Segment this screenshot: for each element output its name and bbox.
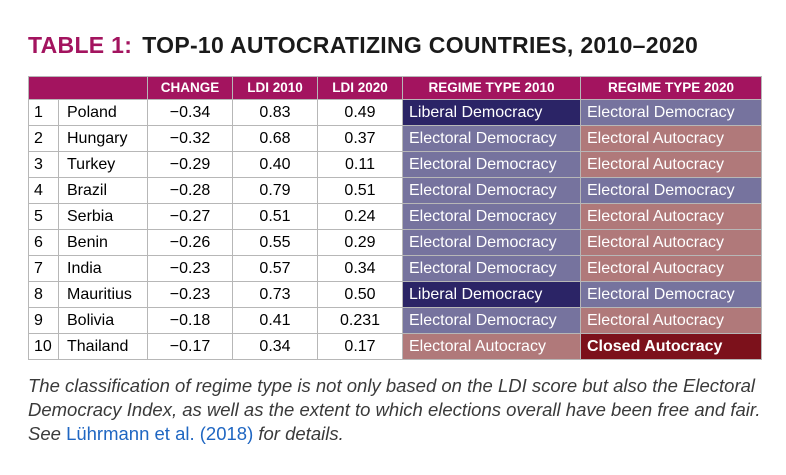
country-cell: Brazil (58, 177, 148, 204)
ldi-2020-cell: 0.231 (317, 307, 403, 334)
header-country (28, 76, 148, 100)
ldi-2010-cell: 0.41 (232, 307, 318, 334)
table-row: 10 Thailand −0.17 0.34 0.17 Electoral Autocra… (28, 333, 762, 360)
ldi-2020-cell: 0.34 (317, 255, 403, 282)
ldi-2020-cell: 0.29 (317, 229, 403, 256)
rank-cell: 4 (28, 177, 59, 204)
change-cell: −0.34 (147, 99, 233, 126)
regime-2020-cell: Electoral Autocracy (580, 125, 762, 152)
rank-cell: 6 (28, 229, 59, 256)
table-row: 1 Poland −0.34 0.83 0.49 Liberal Democracy Ele… (28, 99, 762, 126)
table-title: TABLE 1: TOP-10 AUTOCRATIZING COUNTRIES, … (28, 28, 698, 62)
rank-cell: 2 (28, 125, 59, 152)
country-cell: Serbia (58, 203, 148, 230)
country-cell: Benin (58, 229, 148, 256)
change-cell: −0.23 (147, 281, 233, 308)
change-cell: −0.29 (147, 151, 233, 178)
regime-2010-cell: Electoral Democracy (402, 255, 581, 282)
ldi-2010-cell: 0.34 (232, 333, 318, 360)
country-cell: Thailand (58, 333, 148, 360)
regime-2010-cell: Electoral Democracy (402, 203, 581, 230)
change-cell: −0.17 (147, 333, 233, 360)
regime-2020-cell: Electoral Autocracy (580, 307, 762, 334)
table-row: 5 Serbia −0.27 0.51 0.24 Electoral Democracy E… (28, 203, 762, 230)
header-row: CHANGE LDI 2010 LDI 2020 REGIME TYPE 201… (28, 76, 762, 100)
table-row: 3 Turkey −0.29 0.40 0.11 Electoral Democracy E… (28, 151, 762, 178)
table-caption: The classification of regime type is not… (28, 374, 768, 446)
change-cell: −0.18 (147, 307, 233, 334)
caption-end: for details. (253, 423, 344, 444)
table-row: 2 Hungary −0.32 0.68 0.37 Electoral Democracy… (28, 125, 762, 152)
ldi-2010-cell: 0.79 (232, 177, 318, 204)
regime-2020-cell: Electoral Autocracy (580, 255, 762, 282)
ldi-2020-cell: 0.50 (317, 281, 403, 308)
rank-cell: 5 (28, 203, 59, 230)
header-regime-2020: REGIME TYPE 2020 (580, 76, 762, 100)
ldi-2020-cell: 0.11 (317, 151, 403, 178)
ldi-2010-cell: 0.51 (232, 203, 318, 230)
regime-2010-cell: Electoral Democracy (402, 307, 581, 334)
ldi-2010-cell: 0.55 (232, 229, 318, 256)
regime-2010-cell: Electoral Democracy (402, 177, 581, 204)
rank-cell: 7 (28, 255, 59, 282)
change-cell: −0.27 (147, 203, 233, 230)
table-number-label: TABLE 1: (28, 32, 133, 58)
ldi-2010-cell: 0.83 (232, 99, 318, 126)
regime-2020-cell: Electoral Democracy (580, 177, 762, 204)
regime-2020-cell: Electoral Autocracy (580, 203, 762, 230)
regime-2020-cell: Closed Autocracy (580, 333, 762, 360)
ldi-2020-cell: 0.37 (317, 125, 403, 152)
caption-text: The classification of regime type is not… (28, 375, 761, 444)
header-ldi-2020: LDI 2020 (317, 76, 403, 100)
regime-2010-cell: Electoral Democracy (402, 125, 581, 152)
ldi-2020-cell: 0.51 (317, 177, 403, 204)
table-row: 6 Benin −0.26 0.55 0.29 Electoral Democracy El… (28, 229, 762, 256)
country-cell: Poland (58, 99, 148, 126)
ldi-2020-cell: 0.24 (317, 203, 403, 230)
regime-2020-cell: Electoral Autocracy (580, 229, 762, 256)
ldi-2010-cell: 0.73 (232, 281, 318, 308)
regime-2010-cell: Electoral Autocracy (402, 333, 581, 360)
change-cell: −0.28 (147, 177, 233, 204)
regime-2020-cell: Electoral Autocracy (580, 151, 762, 178)
ldi-2020-cell: 0.17 (317, 333, 403, 360)
change-cell: −0.32 (147, 125, 233, 152)
ldi-2010-cell: 0.68 (232, 125, 318, 152)
country-cell: Turkey (58, 151, 148, 178)
change-cell: −0.23 (147, 255, 233, 282)
table-row: 4 Brazil −0.28 0.79 0.51 Electoral Democracy E… (28, 177, 762, 204)
table-row: 7 India −0.23 0.57 0.34 Electoral Democracy El… (28, 255, 762, 282)
ldi-2020-cell: 0.49 (317, 99, 403, 126)
country-cell: Mauritius (58, 281, 148, 308)
header-change: CHANGE (147, 76, 233, 100)
rank-cell: 1 (28, 99, 59, 126)
table-row: 8 Mauritius −0.23 0.73 0.50 Liberal Democracy… (28, 281, 762, 308)
regime-2010-cell: Electoral Democracy (402, 151, 581, 178)
regime-2020-cell: Electoral Democracy (580, 281, 762, 308)
regime-2020-cell: Electoral Democracy (580, 99, 762, 126)
country-cell: Bolivia (58, 307, 148, 334)
autocratizing-countries-table: CHANGE LDI 2010 LDI 2020 REGIME TYPE 201… (28, 76, 762, 360)
rank-cell: 10 (28, 333, 59, 360)
rank-cell: 9 (28, 307, 59, 334)
ldi-2010-cell: 0.57 (232, 255, 318, 282)
regime-2010-cell: Liberal Democracy (402, 99, 581, 126)
rank-cell: 3 (28, 151, 59, 178)
table-row: 9 Bolivia −0.18 0.41 0.231 Electoral Democrac… (28, 307, 762, 334)
ldi-2010-cell: 0.40 (232, 151, 318, 178)
header-regime-2010: REGIME TYPE 2010 (402, 76, 581, 100)
rank-cell: 8 (28, 281, 59, 308)
table-title-text: TOP-10 AUTOCRATIZING COUNTRIES, 2010–202… (142, 32, 699, 58)
header-ldi-2010: LDI 2010 (232, 76, 318, 100)
change-cell: −0.26 (147, 229, 233, 256)
country-cell: Hungary (58, 125, 148, 152)
citation-link[interactable]: Lührmann et al. (2018) (66, 423, 254, 444)
regime-2010-cell: Liberal Democracy (402, 281, 581, 308)
country-cell: India (58, 255, 148, 282)
regime-2010-cell: Electoral Democracy (402, 229, 581, 256)
